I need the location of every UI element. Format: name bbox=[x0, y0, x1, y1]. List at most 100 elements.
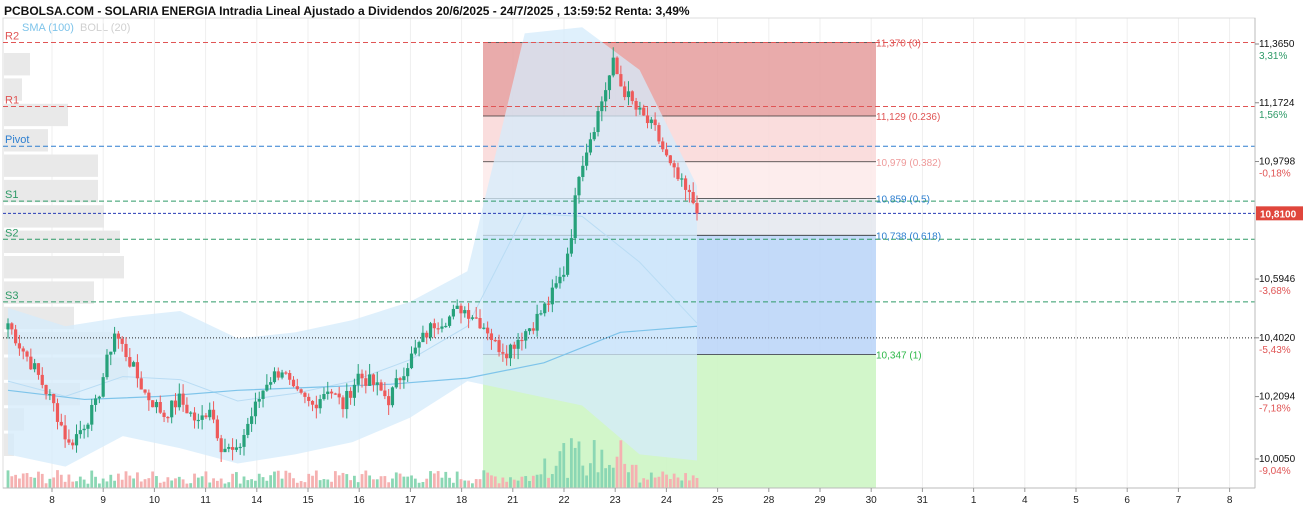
volume-bar bbox=[360, 474, 364, 488]
candle-body bbox=[158, 402, 162, 413]
volume-bar bbox=[425, 478, 429, 488]
candle-body bbox=[120, 338, 124, 344]
candle-body bbox=[238, 446, 242, 449]
candle-body bbox=[546, 303, 551, 305]
volume-profile-bar bbox=[4, 103, 68, 127]
candle-body bbox=[626, 91, 631, 98]
right-axis-price-label: 10,4020 bbox=[1259, 333, 1296, 344]
volume-bar bbox=[219, 478, 223, 488]
volume-bar bbox=[413, 478, 417, 488]
volume-profile-bar bbox=[4, 230, 120, 253]
candle-body bbox=[680, 178, 684, 180]
volume-bar bbox=[505, 481, 509, 488]
x-axis-tick-label: 31 bbox=[917, 495, 929, 506]
volume-bar bbox=[581, 465, 585, 488]
candle-body bbox=[135, 362, 140, 379]
candle-body bbox=[630, 91, 634, 102]
volume-bar bbox=[246, 480, 250, 488]
candle-body bbox=[173, 400, 178, 408]
volume-bar bbox=[368, 475, 372, 488]
volume-bar bbox=[356, 482, 360, 488]
volume-bar bbox=[615, 456, 619, 488]
candle-body bbox=[463, 310, 467, 314]
candle-body bbox=[535, 313, 539, 331]
candle-body bbox=[211, 409, 216, 420]
candle-body bbox=[170, 400, 174, 418]
candle-body bbox=[474, 317, 478, 319]
candle-body bbox=[234, 447, 238, 450]
volume-bar bbox=[276, 470, 280, 488]
volume-profile-bar bbox=[4, 53, 30, 76]
candle-body bbox=[577, 176, 581, 196]
volume-bar bbox=[337, 475, 341, 488]
candle-body bbox=[672, 163, 676, 168]
volume-bar bbox=[200, 476, 204, 488]
candle-body bbox=[128, 357, 132, 367]
candle-body bbox=[394, 378, 398, 388]
volume-bar bbox=[128, 475, 132, 488]
candle-body bbox=[436, 328, 440, 330]
volume-bar bbox=[535, 474, 539, 488]
candle-body bbox=[417, 342, 421, 348]
sma-layer bbox=[7, 325, 698, 401]
volume-bar bbox=[174, 478, 177, 488]
volume-bar bbox=[204, 471, 208, 488]
volume-bar bbox=[193, 473, 196, 488]
fib-label: 11,129 (0.236) bbox=[876, 112, 940, 123]
volume-bar bbox=[608, 464, 611, 488]
candle-body bbox=[421, 332, 425, 343]
candle-body bbox=[261, 390, 265, 399]
volume-bar bbox=[265, 480, 269, 488]
volume-bar bbox=[116, 473, 120, 488]
candle-body bbox=[501, 352, 505, 354]
candle-body bbox=[269, 382, 273, 385]
candle-body bbox=[21, 348, 25, 352]
sma-legend[interactable]: SMA (100) bbox=[22, 22, 74, 34]
volume-bar bbox=[311, 475, 314, 488]
candle-body bbox=[44, 384, 48, 395]
volume-bar bbox=[105, 481, 109, 488]
volume-bar bbox=[280, 478, 284, 488]
candle-body bbox=[558, 276, 562, 284]
volume-bar bbox=[375, 479, 379, 488]
candle-body bbox=[284, 372, 288, 374]
volume-bar bbox=[170, 480, 174, 488]
bollinger-band bbox=[8, 27, 697, 467]
volume-bar bbox=[14, 474, 18, 488]
candle-body bbox=[105, 354, 109, 378]
candle-body bbox=[295, 386, 299, 390]
candle-body bbox=[364, 378, 368, 386]
volume-bar bbox=[642, 478, 646, 488]
level-label-s3: S3 bbox=[5, 290, 18, 302]
boll-legend[interactable]: BOLL (20) bbox=[80, 22, 131, 34]
volume-bar bbox=[467, 480, 471, 488]
volume-bar bbox=[56, 470, 59, 488]
volume-bar bbox=[524, 476, 528, 488]
volume-bar bbox=[547, 477, 550, 488]
volume-bar bbox=[543, 458, 547, 488]
candle-body bbox=[428, 323, 433, 338]
volume-bar bbox=[550, 474, 554, 488]
volume-bar bbox=[623, 463, 627, 488]
volume-bar bbox=[151, 471, 155, 488]
volume-bar bbox=[136, 472, 139, 488]
volume-profile-bar bbox=[4, 78, 22, 101]
candle-body bbox=[74, 434, 79, 446]
volume-bar bbox=[330, 481, 333, 488]
candle-body bbox=[322, 393, 326, 400]
volume-bar bbox=[455, 471, 459, 488]
candle-body bbox=[246, 423, 250, 435]
volume-bar bbox=[383, 476, 387, 488]
right-axis-pct-label: -7,18% bbox=[1259, 404, 1291, 415]
candle-body bbox=[139, 378, 143, 390]
volume-bar bbox=[189, 483, 193, 488]
x-axis-tick-label: 29 bbox=[814, 495, 826, 506]
volume-bar bbox=[474, 479, 478, 488]
candle-body bbox=[611, 57, 615, 76]
candle-body bbox=[527, 328, 532, 332]
candle-body bbox=[645, 115, 650, 124]
candle-body bbox=[348, 390, 353, 398]
volume-bar bbox=[132, 478, 136, 488]
candle-body bbox=[554, 283, 558, 288]
